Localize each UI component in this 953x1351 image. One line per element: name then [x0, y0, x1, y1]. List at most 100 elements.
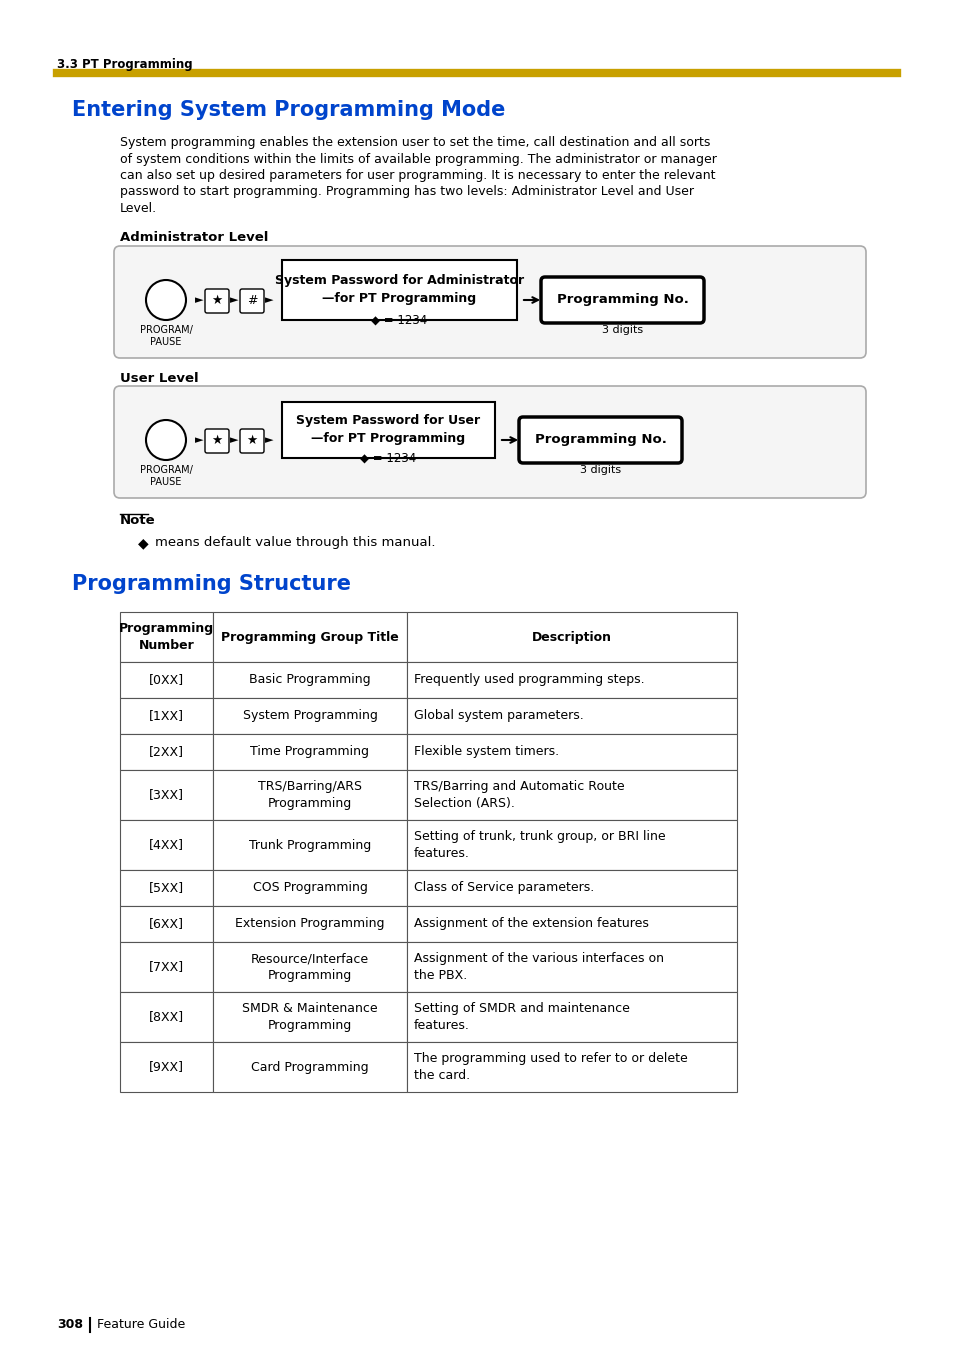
FancyBboxPatch shape [113, 386, 865, 499]
Text: Global system parameters.: Global system parameters. [414, 709, 583, 723]
Bar [407, 612, 737, 662]
Text: Description: Description [532, 631, 612, 643]
Bar [213, 870, 407, 907]
Bar [407, 870, 737, 907]
Text: TRS/Barring and Automatic Route
Selection (ARS).: TRS/Barring and Automatic Route Selectio… [414, 781, 624, 809]
Bar [120, 907, 213, 942]
Bar [120, 942, 213, 992]
Text: Trunk Programming: Trunk Programming [249, 839, 371, 851]
FancyBboxPatch shape [540, 277, 703, 323]
Text: 3.3 PT Programming: 3.3 PT Programming [57, 58, 193, 72]
Bar [213, 770, 407, 820]
Text: Note: Note [120, 513, 155, 527]
Text: Setting of trunk, trunk group, or BRI line
features.: Setting of trunk, trunk group, or BRI li… [414, 831, 665, 859]
Text: ►: ► [230, 435, 238, 444]
Bar [120, 612, 213, 662]
Text: —for PT Programming: —for PT Programming [311, 432, 465, 444]
FancyBboxPatch shape [240, 430, 264, 453]
Text: 3 digits: 3 digits [579, 465, 620, 476]
Bar [407, 1042, 737, 1092]
Bar [407, 820, 737, 870]
Text: Flexible system timers.: Flexible system timers. [414, 746, 558, 758]
Text: PROGRAM/
PAUSE: PROGRAM/ PAUSE [139, 326, 193, 347]
Text: [8XX]: [8XX] [149, 1011, 184, 1024]
Bar [407, 698, 737, 734]
Bar [213, 1042, 407, 1092]
Bar [407, 734, 737, 770]
Text: Assignment of the extension features: Assignment of the extension features [414, 917, 648, 931]
FancyBboxPatch shape [205, 289, 229, 313]
Bar [282, 259, 517, 320]
Bar [407, 662, 737, 698]
Text: ►: ► [194, 295, 203, 305]
Bar [120, 698, 213, 734]
Text: [3XX]: [3XX] [149, 789, 184, 801]
Text: Assignment of the various interfaces on
the PBX.: Assignment of the various interfaces on … [414, 952, 663, 982]
Text: can also set up desired parameters for user programming. It is necessary to ente: can also set up desired parameters for u… [120, 169, 715, 182]
Bar [407, 992, 737, 1042]
Text: SMDR & Maintenance
Programming: SMDR & Maintenance Programming [242, 1002, 377, 1032]
Text: ★: ★ [246, 434, 257, 446]
Text: [6XX]: [6XX] [149, 917, 184, 931]
Bar [120, 770, 213, 820]
Text: Administrator Level: Administrator Level [120, 231, 268, 245]
FancyBboxPatch shape [518, 417, 681, 463]
Text: #: # [247, 293, 257, 307]
Text: ►: ► [194, 435, 203, 444]
Text: Programming Structure: Programming Structure [71, 574, 351, 594]
Bar [213, 612, 407, 662]
Text: Frequently used programming steps.: Frequently used programming steps. [414, 674, 644, 686]
Text: of system conditions within the limits of available programming. The administrat: of system conditions within the limits o… [120, 153, 716, 166]
Text: ►: ► [230, 295, 238, 305]
Bar [120, 734, 213, 770]
Bar [282, 403, 495, 458]
Text: User Level: User Level [120, 372, 198, 385]
Text: ◆ = 1234: ◆ = 1234 [371, 313, 427, 327]
Text: System Password for Administrator: System Password for Administrator [274, 274, 523, 286]
Text: Programming No.: Programming No. [556, 293, 688, 307]
Circle shape [146, 420, 186, 459]
Text: Setting of SMDR and maintenance
features.: Setting of SMDR and maintenance features… [414, 1002, 629, 1032]
Bar [120, 870, 213, 907]
Text: 308: 308 [57, 1319, 83, 1331]
Text: Resource/Interface
Programming: Resource/Interface Programming [251, 952, 369, 982]
Text: COS Programming: COS Programming [253, 881, 367, 894]
Text: PROGRAM/
PAUSE: PROGRAM/ PAUSE [139, 465, 193, 488]
Text: ★: ★ [212, 434, 222, 446]
Bar [213, 698, 407, 734]
Text: ◆: ◆ [138, 536, 149, 550]
Bar [120, 820, 213, 870]
Text: [4XX]: [4XX] [149, 839, 184, 851]
Text: System Password for User: System Password for User [296, 413, 480, 427]
FancyBboxPatch shape [205, 430, 229, 453]
Text: [9XX]: [9XX] [149, 1061, 184, 1074]
Text: 3 digits: 3 digits [601, 326, 642, 335]
Text: System Programming: System Programming [242, 709, 377, 723]
Text: means default value through this manual.: means default value through this manual. [154, 536, 435, 549]
Text: Class of Service parameters.: Class of Service parameters. [414, 881, 594, 894]
FancyBboxPatch shape [240, 289, 264, 313]
Text: Card Programming: Card Programming [251, 1061, 369, 1074]
Bar [120, 992, 213, 1042]
Text: password to start programming. Programming has two levels: Administrator Level a: password to start programming. Programmi… [120, 185, 693, 199]
Bar [213, 734, 407, 770]
Text: Programming Group Title: Programming Group Title [221, 631, 398, 643]
Text: Basic Programming: Basic Programming [249, 674, 371, 686]
Bar [120, 1042, 213, 1092]
Text: Extension Programming: Extension Programming [235, 917, 384, 931]
Bar [407, 907, 737, 942]
Bar [407, 770, 737, 820]
Text: [7XX]: [7XX] [149, 961, 184, 974]
Text: [2XX]: [2XX] [149, 746, 184, 758]
Text: [0XX]: [0XX] [149, 674, 184, 686]
Bar [213, 942, 407, 992]
Text: TRS/Barring/ARS
Programming: TRS/Barring/ARS Programming [257, 781, 361, 809]
Text: Programming No.: Programming No. [534, 434, 666, 446]
Text: ►: ► [265, 435, 274, 444]
Bar [120, 662, 213, 698]
FancyBboxPatch shape [113, 246, 865, 358]
Text: Level.: Level. [120, 203, 157, 215]
Circle shape [146, 280, 186, 320]
Bar [407, 942, 737, 992]
Text: Entering System Programming Mode: Entering System Programming Mode [71, 100, 505, 120]
